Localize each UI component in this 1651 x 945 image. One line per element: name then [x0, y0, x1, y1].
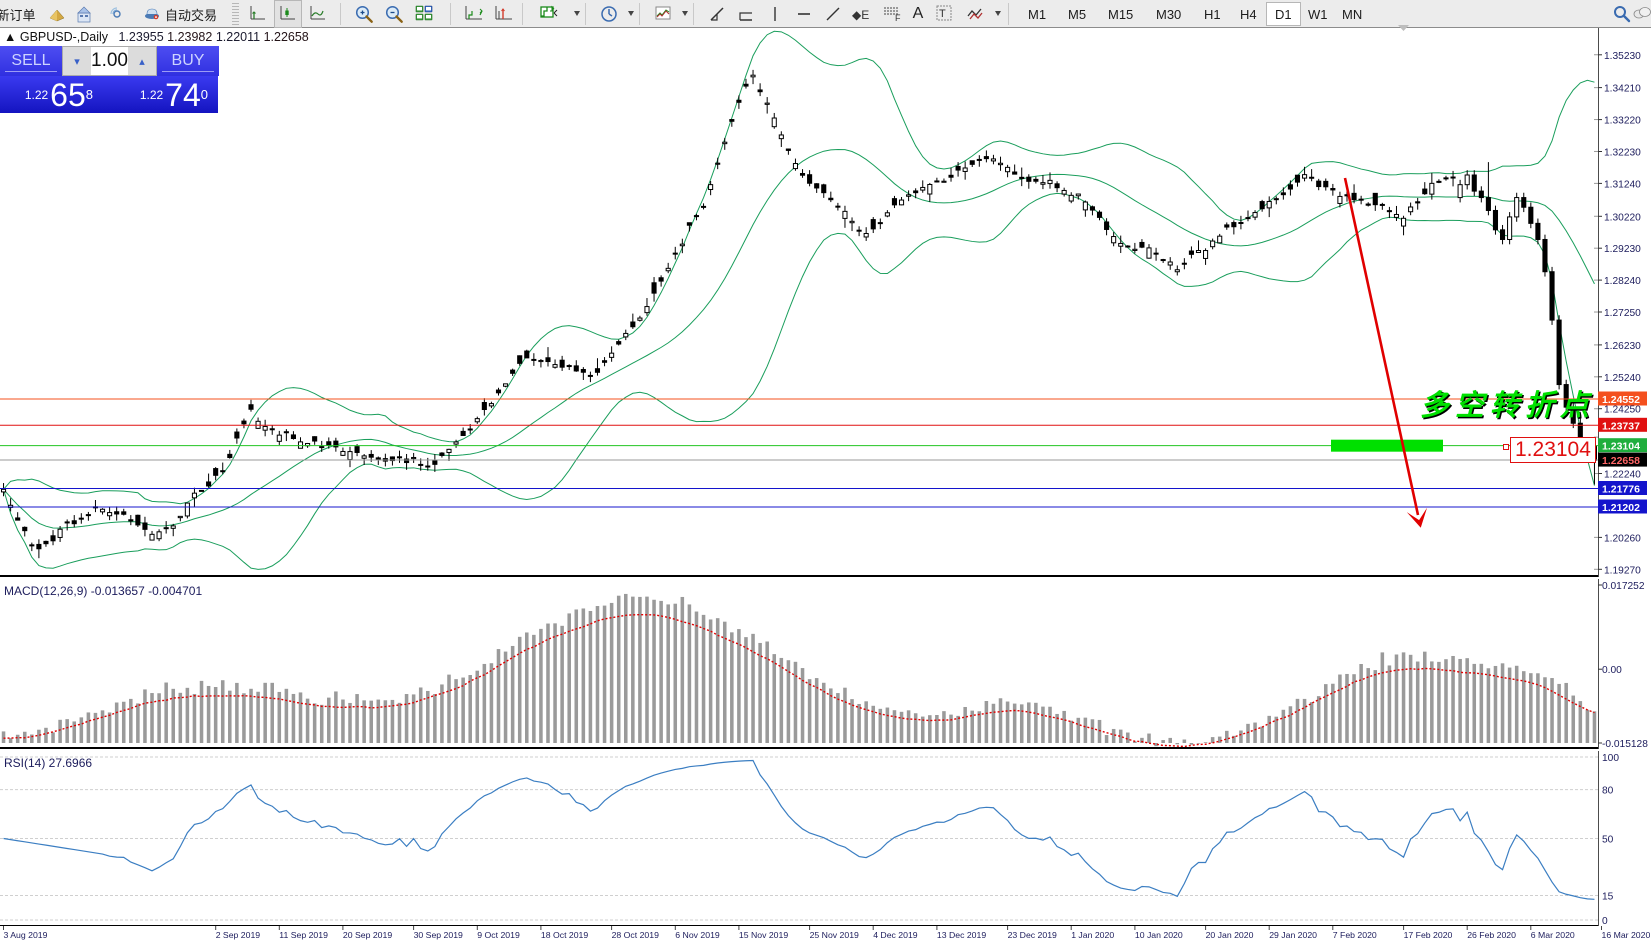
svg-text:23 Dec 2019: 23 Dec 2019	[1008, 930, 1057, 940]
svg-text:1.22658: 1.22658	[1602, 455, 1640, 467]
svg-text:7 Feb 2020: 7 Feb 2020	[1333, 930, 1377, 940]
svg-text:6 Nov 2019: 6 Nov 2019	[675, 930, 720, 940]
svg-text:1.28240: 1.28240	[1604, 276, 1641, 287]
svg-text:1.35230: 1.35230	[1604, 51, 1641, 62]
svg-text:11 Sep 2019: 11 Sep 2019	[279, 930, 328, 940]
svg-text:1.21776: 1.21776	[1602, 484, 1640, 496]
svg-text:1.25240: 1.25240	[1604, 373, 1641, 384]
svg-text:6 Mar 2020: 6 Mar 2020	[1531, 930, 1575, 940]
svg-text:0: 0	[1602, 916, 1608, 926]
svg-text:13 Dec 2019: 13 Dec 2019	[937, 930, 986, 940]
svg-text:1.20260: 1.20260	[1604, 533, 1641, 544]
svg-text:1.31240: 1.31240	[1604, 179, 1641, 190]
svg-text:10 Jan 2020: 10 Jan 2020	[1135, 930, 1183, 940]
svg-text:1.22240: 1.22240	[1604, 470, 1641, 481]
svg-text:1 Jan 2020: 1 Jan 2020	[1071, 930, 1114, 940]
svg-text:1.24250: 1.24250	[1604, 405, 1641, 416]
svg-text:17 Feb 2020: 17 Feb 2020	[1404, 930, 1453, 940]
svg-text:RSI(14) 27.6966: RSI(14) 27.6966	[4, 756, 92, 770]
svg-text:1.26230: 1.26230	[1604, 341, 1641, 352]
svg-text:29 Jan 2020: 29 Jan 2020	[1269, 930, 1317, 940]
svg-text:1.23737: 1.23737	[1602, 420, 1640, 432]
svg-text:15 Nov 2019: 15 Nov 2019	[739, 930, 788, 940]
svg-text:26 Feb 2020: 26 Feb 2020	[1467, 930, 1516, 940]
svg-text:4 Dec 2019: 4 Dec 2019	[873, 930, 918, 940]
svg-text:30 Sep 2019: 30 Sep 2019	[414, 930, 463, 940]
svg-text:15: 15	[1602, 892, 1614, 903]
svg-text:25 Nov 2019: 25 Nov 2019	[810, 930, 859, 940]
svg-text:9 Oct 2019: 9 Oct 2019	[477, 930, 520, 940]
svg-text:1.21202: 1.21202	[1602, 502, 1640, 514]
svg-text:100: 100	[1602, 753, 1619, 764]
svg-text:1.24552: 1.24552	[1602, 394, 1640, 406]
svg-text:-0.015128: -0.015128	[1602, 739, 1648, 749]
svg-text:20 Sep 2019: 20 Sep 2019	[343, 930, 392, 940]
svg-text:28 Oct 2019: 28 Oct 2019	[612, 930, 660, 940]
svg-text:1.27250: 1.27250	[1604, 308, 1641, 319]
svg-text:18 Oct 2019: 18 Oct 2019	[541, 930, 589, 940]
svg-text:1.34210: 1.34210	[1604, 84, 1641, 95]
svg-text:20 Jan 2020: 20 Jan 2020	[1206, 930, 1254, 940]
svg-text:2 Sep 2019: 2 Sep 2019	[216, 930, 261, 940]
svg-text:1.29230: 1.29230	[1604, 244, 1641, 255]
svg-text:1.30220: 1.30220	[1604, 212, 1641, 223]
svg-text:T: T	[939, 8, 946, 20]
svg-text:1.33220: 1.33220	[1604, 116, 1641, 127]
svg-text:1.23104: 1.23104	[1602, 441, 1640, 453]
svg-text:3 Aug 2019: 3 Aug 2019	[4, 930, 48, 940]
svg-text:1.19270: 1.19270	[1604, 565, 1641, 576]
svg-text:80: 80	[1602, 786, 1614, 797]
svg-text:0.00: 0.00	[1602, 665, 1622, 676]
svg-text:F: F	[895, 13, 901, 23]
svg-text:50: 50	[1602, 835, 1614, 846]
svg-text:MACD(12,26,9) -0.013657 -0.004: MACD(12,26,9) -0.013657 -0.004701	[4, 584, 202, 598]
svg-text:0.017252: 0.017252	[1602, 581, 1645, 592]
svg-text:◆E: ◆E	[852, 8, 869, 22]
svg-text:1.32230: 1.32230	[1604, 148, 1641, 159]
